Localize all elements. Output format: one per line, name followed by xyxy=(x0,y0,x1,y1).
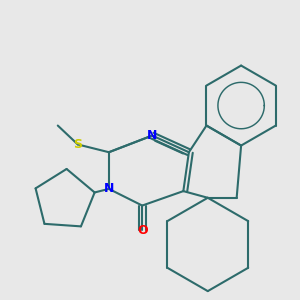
Text: N: N xyxy=(104,182,114,195)
Text: S: S xyxy=(73,138,82,151)
Text: N: N xyxy=(147,129,158,142)
Text: O: O xyxy=(137,224,148,236)
